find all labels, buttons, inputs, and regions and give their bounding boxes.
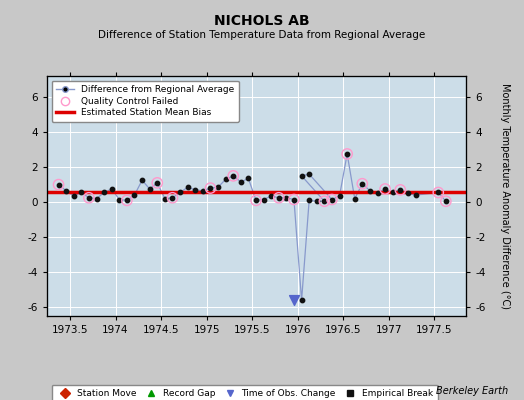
Point: [183, 184, 192, 190]
Point: [107, 186, 116, 192]
Point: [244, 175, 253, 182]
Point: [298, 173, 306, 179]
Point: [237, 179, 245, 185]
Point: [199, 188, 207, 194]
Text: NICHOLS AB: NICHOLS AB: [214, 14, 310, 28]
Point: [176, 189, 184, 196]
Point: [305, 171, 313, 177]
Point: [442, 198, 450, 204]
Point: [328, 196, 336, 203]
Point: [168, 194, 177, 201]
Point: [92, 196, 101, 202]
Point: [320, 198, 329, 204]
Point: [434, 189, 442, 196]
Point: [335, 193, 344, 199]
Point: [77, 189, 85, 196]
Point: [275, 194, 283, 201]
Text: Difference of Station Temperature Data from Regional Average: Difference of Station Temperature Data f…: [99, 30, 425, 40]
Point: [298, 297, 306, 304]
Point: [403, 190, 412, 196]
Point: [259, 196, 268, 203]
Point: [290, 196, 298, 203]
Point: [305, 197, 313, 204]
Point: [252, 197, 260, 204]
Point: [54, 182, 63, 188]
Point: [358, 180, 366, 187]
Point: [153, 180, 161, 186]
Legend: Station Move, Record Gap, Time of Obs. Change, Empirical Break: Station Move, Record Gap, Time of Obs. C…: [52, 385, 438, 400]
Point: [442, 198, 450, 204]
Point: [343, 151, 352, 157]
Point: [381, 186, 389, 192]
Point: [267, 193, 275, 199]
Point: [229, 173, 237, 179]
Point: [381, 186, 389, 192]
Point: [161, 196, 169, 202]
Point: [191, 187, 200, 193]
Point: [366, 188, 374, 194]
Point: [123, 197, 131, 204]
Point: [115, 196, 124, 203]
Point: [214, 184, 222, 190]
Point: [54, 182, 63, 188]
Point: [290, 297, 298, 304]
Point: [275, 194, 283, 201]
Point: [282, 194, 291, 201]
Point: [138, 177, 146, 184]
Point: [85, 194, 93, 201]
Point: [206, 185, 215, 191]
Point: [252, 197, 260, 204]
Point: [320, 198, 329, 204]
Point: [153, 180, 161, 186]
Point: [206, 185, 215, 191]
Point: [396, 187, 405, 193]
Point: [123, 197, 131, 204]
Point: [229, 173, 237, 179]
Point: [85, 194, 93, 201]
Point: [146, 186, 154, 192]
Y-axis label: Monthly Temperature Anomaly Difference (°C): Monthly Temperature Anomaly Difference (…: [500, 83, 510, 309]
Point: [343, 151, 352, 157]
Point: [358, 180, 366, 187]
Text: Berkeley Earth: Berkeley Earth: [436, 386, 508, 396]
Point: [130, 192, 139, 198]
Point: [168, 194, 177, 201]
Point: [70, 193, 78, 199]
Point: [100, 189, 108, 196]
Point: [222, 176, 230, 182]
Point: [328, 196, 336, 203]
Point: [290, 196, 298, 203]
Point: [396, 187, 405, 193]
Point: [351, 196, 359, 202]
Point: [434, 189, 442, 196]
Point: [312, 198, 321, 204]
Point: [62, 188, 70, 194]
Point: [373, 190, 381, 196]
Point: [411, 192, 420, 198]
Point: [388, 189, 397, 196]
